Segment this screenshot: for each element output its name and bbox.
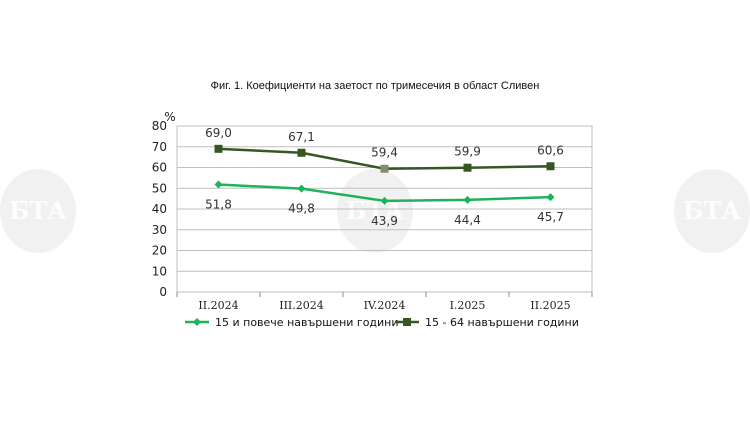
data-label: 69,0 <box>205 126 232 140</box>
y-tick-label: 10 <box>152 264 167 278</box>
watermark-logo-3 <box>674 169 750 253</box>
data-point-square <box>297 148 306 157</box>
data-label: 59,9 <box>454 145 481 159</box>
y-tick-label: 30 <box>152 223 167 237</box>
x-tick-label: II.2024 <box>198 299 238 312</box>
legend-marker-square <box>403 318 411 326</box>
x-tick-label: II.2025 <box>530 299 570 312</box>
y-tick-label: 40 <box>152 202 167 216</box>
legend-label-1: 15 и повече навършени години <box>215 316 399 329</box>
data-point-square <box>546 162 555 171</box>
legend-marker-diamond <box>193 318 201 326</box>
data-label: 44,4 <box>454 213 481 227</box>
data-point-diamond <box>214 180 223 189</box>
y-tick-label: 80 <box>152 119 167 133</box>
data-point-square <box>214 144 223 153</box>
plot-area-border <box>176 125 593 293</box>
data-point-square <box>463 163 472 172</box>
y-tick-label: 50 <box>152 181 167 195</box>
data-label: 43,9 <box>371 214 398 228</box>
y-tick-label: 70 <box>152 140 167 154</box>
data-label: 60,6 <box>537 143 564 157</box>
data-point-diamond <box>546 193 555 202</box>
y-tick-label: 60 <box>152 161 167 175</box>
watermark-logo-text-1: БТА <box>9 196 67 225</box>
data-point-diamond <box>463 195 472 204</box>
data-label: 45,7 <box>537 210 564 224</box>
x-tick-label: I.2025 <box>450 299 486 312</box>
y-tick-label: 20 <box>152 244 167 258</box>
x-tick-label: IV.2024 <box>364 299 406 312</box>
x-tick-label: III.2024 <box>279 299 324 312</box>
watermark-logo-text-3: БТА <box>683 196 741 225</box>
data-label: 59,4 <box>371 146 398 160</box>
y-axis-label: % <box>164 110 175 124</box>
data-label: 67,1 <box>288 130 315 144</box>
y-tick-label: 0 <box>159 285 167 299</box>
legend-label-2: 15 - 64 навършени години <box>425 316 579 329</box>
data-point-diamond <box>297 184 306 193</box>
chart-title: Фиг. 1. Коефициенти на заетост по тримес… <box>210 80 540 92</box>
data-label: 49,8 <box>288 202 315 216</box>
data-point-diamond <box>380 196 389 205</box>
watermark-logo-2 <box>337 169 413 253</box>
data-point-square <box>380 164 389 173</box>
data-label: 51,8 <box>205 198 232 212</box>
watermark-logo-1 <box>0 169 76 253</box>
